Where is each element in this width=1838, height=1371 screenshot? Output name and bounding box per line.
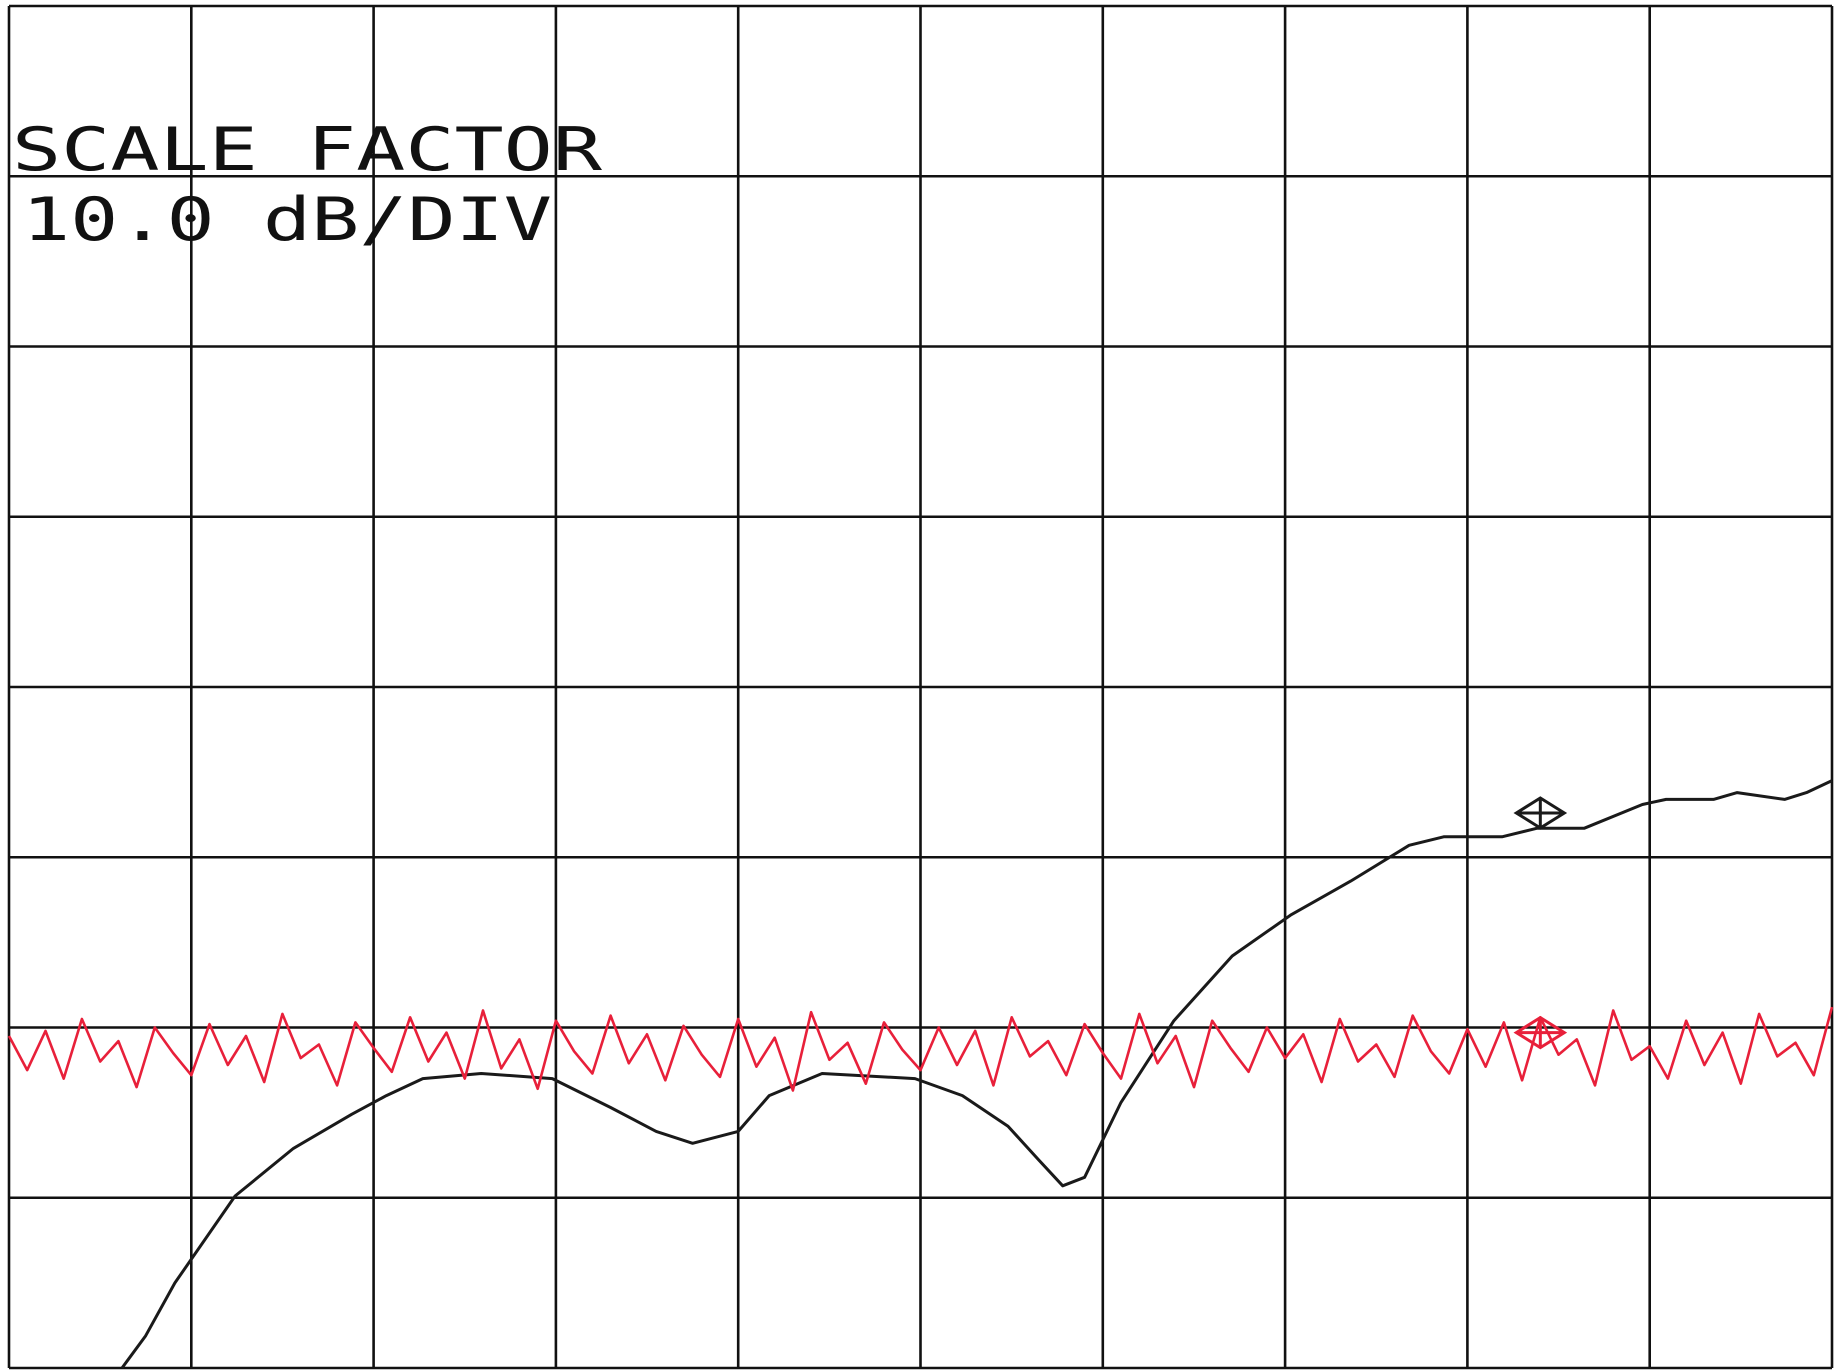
annotation: 10.0 dB/DIV [22, 185, 552, 255]
trace [7, 1006, 1834, 1092]
traces [7, 779, 1834, 1369]
marker-shape [1513, 1015, 1568, 1050]
annotation: SCALE FACTOR [12, 115, 603, 185]
marker [1513, 1015, 1568, 1050]
graticule [7, 4, 1834, 1370]
marker [1513, 796, 1568, 830]
trace [120, 779, 1833, 1369]
marker-shape [1513, 796, 1568, 830]
